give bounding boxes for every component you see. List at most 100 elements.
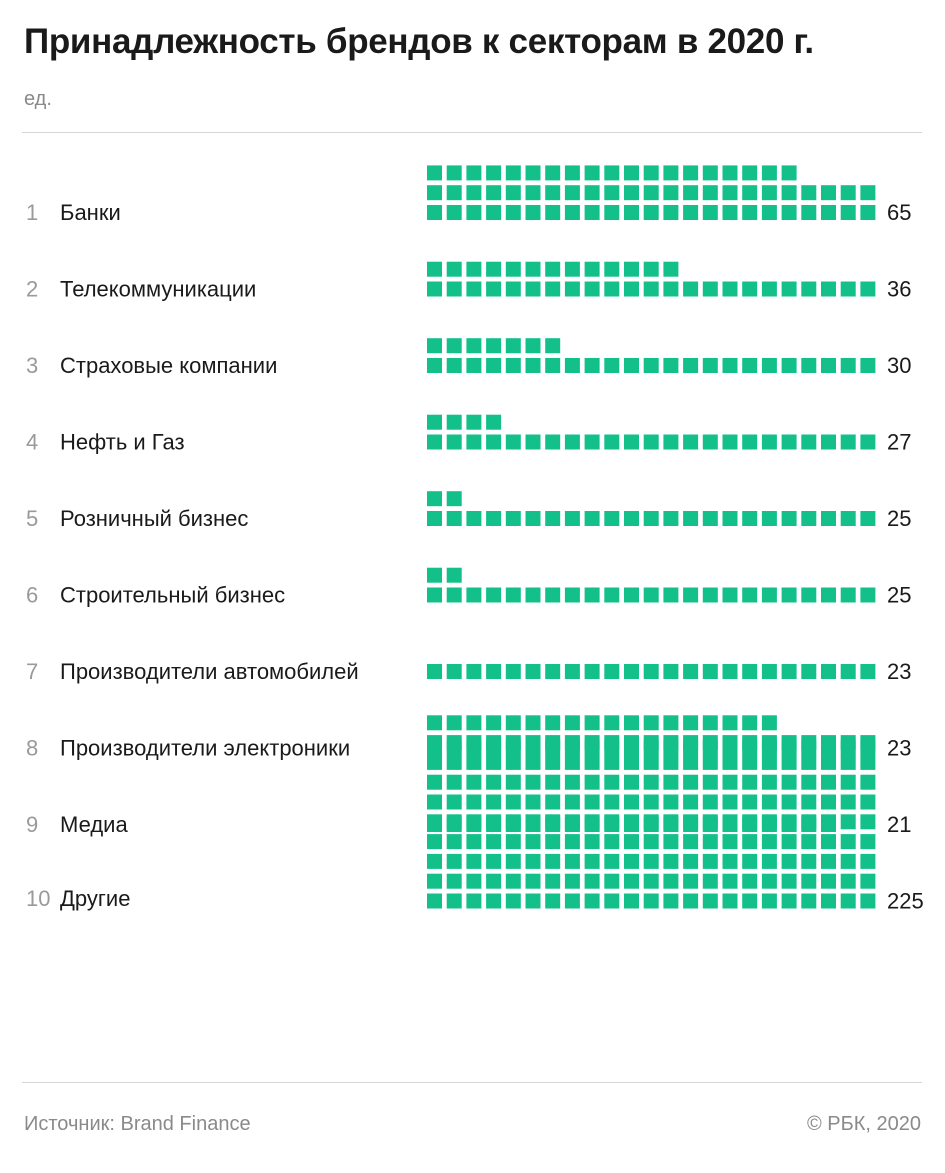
waffle-square xyxy=(584,185,600,201)
waffle-square xyxy=(604,664,620,679)
waffle-square xyxy=(742,358,758,373)
waffle-square xyxy=(624,814,639,830)
waffle-square xyxy=(742,853,758,869)
waffle-square xyxy=(643,853,659,869)
waffle-square xyxy=(486,205,502,220)
waffle-square xyxy=(525,185,541,201)
waffle-square xyxy=(446,853,462,869)
waffle-square xyxy=(604,853,620,869)
waffle-square xyxy=(840,358,856,373)
waffle-square xyxy=(525,205,541,220)
waffle-square xyxy=(584,893,600,909)
waffle-square xyxy=(840,853,856,869)
waffle-square xyxy=(564,664,580,679)
waffle-square xyxy=(525,511,541,526)
waffle-square xyxy=(624,185,639,201)
waffle-square xyxy=(584,434,600,450)
waffle-square xyxy=(564,814,580,830)
waffle-square xyxy=(663,754,679,770)
waffle-square xyxy=(466,281,482,297)
waffle-square xyxy=(643,205,659,220)
waffle-square xyxy=(604,185,620,201)
waffle-square xyxy=(505,434,521,450)
waffle-square xyxy=(525,794,541,810)
waffle-square xyxy=(427,261,442,277)
waffle-square xyxy=(781,165,797,181)
waffle-square xyxy=(761,281,777,297)
value-label: 23 xyxy=(887,659,911,684)
waffle-square xyxy=(486,281,502,297)
waffle-square xyxy=(860,205,876,220)
waffle-square xyxy=(525,814,541,830)
waffle-square xyxy=(781,893,797,909)
waffle-square xyxy=(860,664,876,679)
waffle-square xyxy=(702,814,718,830)
waffle-square xyxy=(466,185,482,201)
waffle-square xyxy=(761,165,777,181)
waffle-square xyxy=(545,185,561,201)
waffle-square xyxy=(525,165,541,181)
waffle-square xyxy=(722,587,738,603)
waffle-square xyxy=(564,893,580,909)
waffle-square xyxy=(702,853,718,869)
waffle-square xyxy=(643,165,659,181)
waffle-square xyxy=(742,834,758,850)
waffle-square xyxy=(761,834,777,850)
waffle-square xyxy=(742,205,758,220)
waffle-square xyxy=(761,873,777,889)
waffle-square xyxy=(486,338,502,354)
waffle-square xyxy=(486,814,502,830)
waffle-square xyxy=(584,873,600,889)
category-group: 5 Розничный бизнес 25 xyxy=(26,491,911,531)
waffle-square xyxy=(860,587,876,603)
waffle-square xyxy=(427,814,442,830)
waffle-square xyxy=(624,853,639,869)
waffle-square xyxy=(663,853,679,869)
waffle-square xyxy=(702,511,718,526)
waffle-square xyxy=(505,165,521,181)
waffle-square xyxy=(505,893,521,909)
waffle-square xyxy=(545,165,561,181)
waffle-square xyxy=(466,735,482,751)
waffle-square xyxy=(505,834,521,850)
waffle-square xyxy=(860,754,876,770)
waffle-square xyxy=(840,434,856,450)
waffle-square xyxy=(821,185,836,201)
waffle-square xyxy=(486,511,502,526)
waffle-square xyxy=(486,715,502,731)
waffle-square xyxy=(525,774,541,790)
waffle-square xyxy=(545,853,561,869)
waffle-square xyxy=(446,754,462,770)
waffle-square xyxy=(486,754,502,770)
category-group: 10 Другие 225 xyxy=(26,715,924,914)
waffle-square xyxy=(584,834,600,850)
waffle-square xyxy=(545,794,561,810)
waffle-square xyxy=(446,185,462,201)
waffle-square xyxy=(505,873,521,889)
waffle-square xyxy=(742,715,758,731)
waffle-square xyxy=(683,165,699,181)
waffle-square xyxy=(486,165,502,181)
waffle-square xyxy=(486,358,502,373)
waffle-square xyxy=(742,754,758,770)
waffle-square xyxy=(564,774,580,790)
category-label: Другие xyxy=(60,886,130,911)
waffle-square xyxy=(860,873,876,889)
waffle-square xyxy=(702,664,718,679)
waffle-square xyxy=(643,587,659,603)
waffle-square xyxy=(486,873,502,889)
waffle-square xyxy=(683,587,699,603)
waffle-square xyxy=(525,664,541,679)
waffle-square xyxy=(663,358,679,373)
category-rank: 1 xyxy=(26,200,38,225)
bottom-divider xyxy=(22,1082,922,1083)
value-label: 65 xyxy=(887,200,911,225)
waffle-square xyxy=(564,281,580,297)
waffle-square xyxy=(486,774,502,790)
waffle-square xyxy=(584,511,600,526)
waffle-square xyxy=(801,794,817,810)
waffle-square xyxy=(446,735,462,751)
waffle-square xyxy=(801,358,817,373)
waffle-square xyxy=(466,715,482,731)
waffle-square xyxy=(545,893,561,909)
